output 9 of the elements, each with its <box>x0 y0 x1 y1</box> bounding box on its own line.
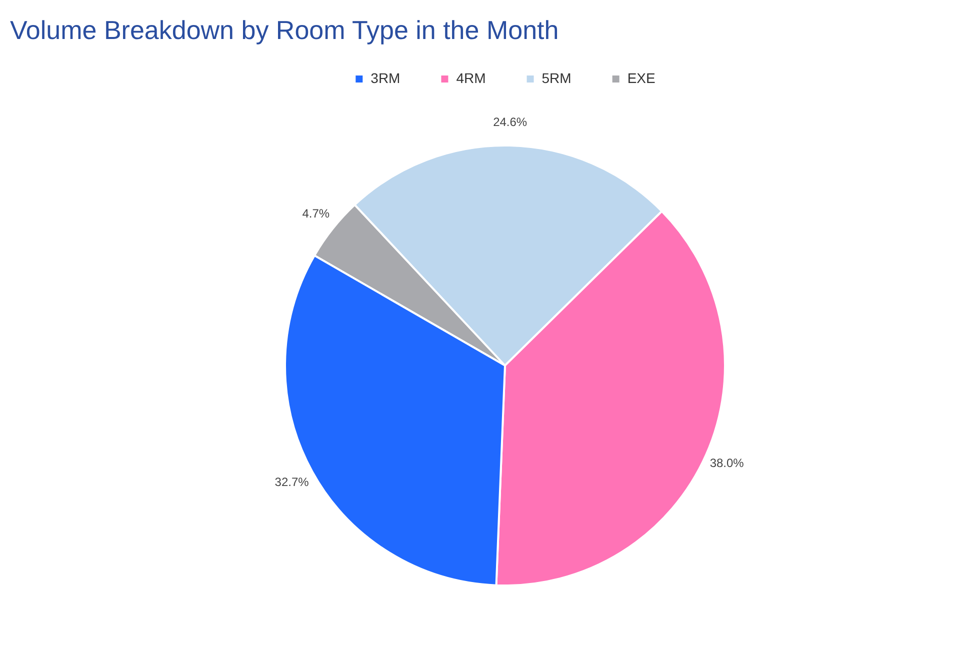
data-label: 32.7% <box>274 475 310 490</box>
chart-title: Volume Breakdown by Room Type in the Month <box>10 15 559 46</box>
legend-label: 5RM <box>542 70 572 86</box>
legend-label: 4RM <box>456 70 486 86</box>
data-label: 24.6% <box>493 114 528 129</box>
legend-label: EXE <box>627 70 656 86</box>
data-label: 38.0% <box>710 456 744 470</box>
legend-label: 3RM <box>370 70 400 86</box>
data-label: 4.7% <box>302 206 330 221</box>
